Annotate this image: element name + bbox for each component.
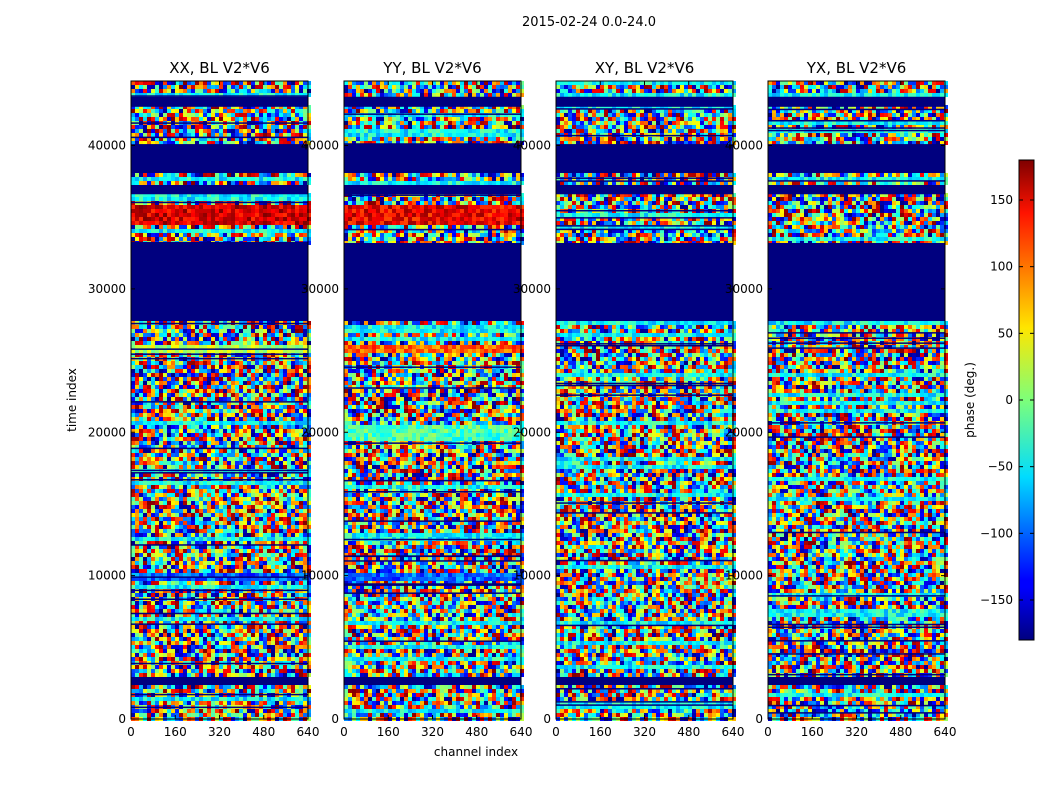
flagged-block	[131, 243, 308, 294]
x-tick-label: 0	[552, 725, 560, 739]
y-tick-label: 20000	[513, 425, 551, 439]
flagged-block	[556, 294, 733, 321]
x-tick-label: 640	[722, 725, 745, 739]
y-tick-label: 30000	[513, 282, 551, 296]
x-tick-label: 480	[252, 725, 275, 739]
x-tick-label: 320	[208, 725, 231, 739]
flagged-block	[768, 144, 945, 172]
x-tick-label: 0	[340, 725, 348, 739]
flagged-block	[344, 96, 521, 107]
flagged-block	[556, 185, 733, 195]
panel-title: YY, BL V2*V6	[382, 59, 481, 77]
x-tick-label: 480	[677, 725, 700, 739]
colorbar-tick-label: −50	[988, 460, 1013, 474]
x-tick-label: 640	[510, 725, 533, 739]
x-tick-label: 320	[633, 725, 656, 739]
x-tick-label: 320	[845, 725, 868, 739]
flagged-block	[131, 185, 308, 195]
y-tick-label: 40000	[725, 139, 763, 153]
colorbar-tick-label: −150	[980, 593, 1013, 607]
x-tick-label: 640	[934, 725, 957, 739]
phase-raster	[768, 81, 948, 721]
colorbar: −150 −100 −50 0 50 100 150 phase (deg.)	[963, 159, 1035, 641]
x-axis-label: channel index	[434, 745, 518, 759]
flagged-block	[131, 144, 308, 172]
colorbar-ticks: −150 −100 −50 0 50 100 150	[980, 193, 1034, 607]
phase-raster	[556, 81, 736, 721]
x-tick-label: 480	[889, 725, 912, 739]
colorbar-label: phase (deg.)	[963, 362, 977, 438]
y-tick-label: 20000	[725, 425, 763, 439]
colorbar-tick-label: 50	[998, 326, 1013, 340]
flagged-block	[556, 144, 733, 172]
y-tick-label: 30000	[88, 282, 126, 296]
y-tick-label: 30000	[301, 282, 339, 296]
x-tick-label: 160	[801, 725, 824, 739]
flagged-block	[131, 678, 308, 685]
flagged-block	[131, 294, 308, 321]
panels: XX, BL V2*V6 0 160 320 480 640 0 10000 20000 3000…	[88, 59, 957, 739]
x-tick-label: 320	[421, 725, 444, 739]
x-tick-label: 160	[377, 725, 400, 739]
y-tick-label: 40000	[301, 139, 339, 153]
colorbar-tick-label: −100	[980, 526, 1013, 540]
panel-2: XY, BL V2*V6 0 160 320 480 640 0 10000 20000 3000…	[513, 59, 745, 739]
panel-title: XY, BL V2*V6	[595, 59, 695, 77]
y-tick-label: 0	[118, 712, 126, 726]
y-tick-label: 40000	[88, 139, 126, 153]
x-tick-label: 160	[589, 725, 612, 739]
flagged-block	[131, 96, 308, 107]
y-tick-label: 10000	[88, 569, 126, 583]
phase-raster	[131, 81, 311, 721]
flagged-block	[344, 185, 521, 195]
flagged-block	[344, 243, 521, 294]
figure-suptitle: 2015-02-24 0.0-24.0	[522, 15, 656, 30]
x-tick-label: 0	[127, 725, 135, 739]
y-tick-label: 20000	[301, 425, 339, 439]
flagged-block	[768, 185, 945, 195]
flagged-block	[556, 243, 733, 294]
y-tick-label: 40000	[513, 139, 551, 153]
y-tick-label: 10000	[301, 569, 339, 583]
y-tick-label: 0	[755, 712, 763, 726]
flagged-block	[768, 678, 945, 685]
flagged-block	[556, 678, 733, 685]
colorbar-tick-label: 100	[990, 260, 1013, 274]
y-tick-label: 10000	[725, 569, 763, 583]
colorbar-tick-label: 150	[990, 193, 1013, 207]
y-tick-label: 0	[543, 712, 551, 726]
y-tick-label: 0	[331, 712, 339, 726]
x-tick-label: 160	[164, 725, 187, 739]
flagged-block	[768, 243, 945, 294]
flagged-block	[768, 294, 945, 321]
y-tick-label: 30000	[725, 282, 763, 296]
x-tick-label: 640	[297, 725, 320, 739]
flagged-block	[344, 678, 521, 685]
panel-3: YX, BL V2*V6 0 160 320 480 640 0 10000 20000 3000…	[725, 59, 957, 739]
y-axis-label: time index	[65, 368, 79, 432]
flagged-block	[768, 96, 945, 107]
panel-title: YX, BL V2*V6	[806, 59, 907, 77]
panel-0: XX, BL V2*V6 0 160 320 480 640 0 10000 20000 3000…	[88, 59, 320, 739]
flagged-block	[556, 96, 733, 107]
flagged-block	[344, 144, 521, 172]
x-tick-label: 480	[465, 725, 488, 739]
y-tick-label: 20000	[88, 425, 126, 439]
panel-1: YY, BL V2*V6 0 160 320 480 640 0 10000 20000 3000…	[301, 59, 533, 739]
y-tick-label: 10000	[513, 569, 551, 583]
panel-title: XX, BL V2*V6	[169, 59, 270, 77]
colorbar-tick-label: 0	[1005, 393, 1013, 407]
phase-raster	[344, 81, 524, 721]
flagged-block	[344, 294, 521, 321]
x-tick-label: 0	[764, 725, 772, 739]
